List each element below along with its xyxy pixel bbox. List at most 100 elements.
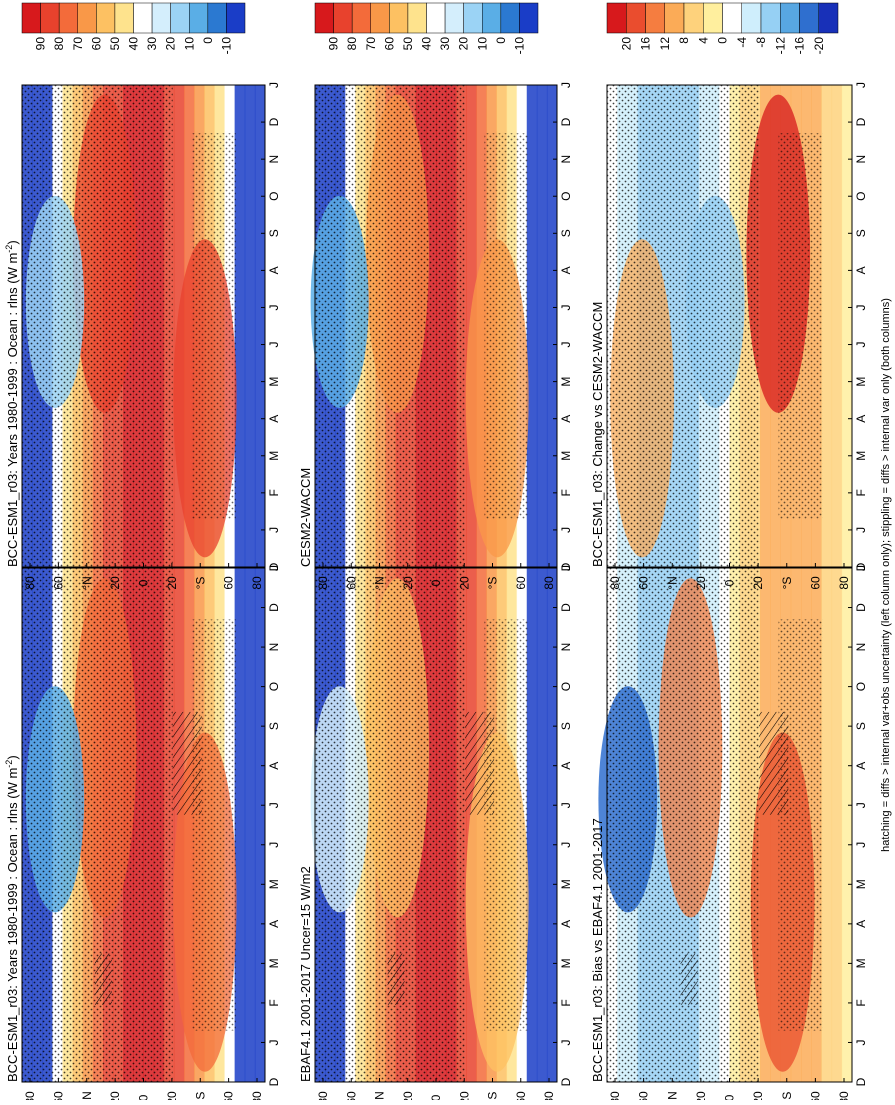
figure-caption: hatching = diffs > internal var+obs unce… xyxy=(880,298,892,852)
y-tick-label: 20 xyxy=(457,1091,471,1100)
y-tick-label: 80 xyxy=(23,576,37,590)
stippling-overlay xyxy=(22,85,173,567)
y-tick-label: 20 xyxy=(694,576,708,590)
x-tick-label: N xyxy=(854,643,868,652)
y-tick-label: 0 xyxy=(723,579,737,586)
colorbar-label: 30 xyxy=(438,37,452,51)
stippling-overlay xyxy=(192,133,236,519)
colorbar-label: 90 xyxy=(327,37,341,51)
x-tick-label: D xyxy=(267,562,281,571)
heatmap-band xyxy=(536,85,548,567)
y-tick-label: 60 xyxy=(51,1091,65,1100)
x-tick-label: D xyxy=(854,562,868,571)
y-tick-label: 80 xyxy=(250,1091,264,1100)
colorbar-swatch xyxy=(170,2,190,34)
y-tick-label: 20 xyxy=(165,576,179,590)
x-tick-label: J xyxy=(854,802,868,808)
y-tick-label: °S xyxy=(193,1092,207,1100)
colorbar-label: 40 xyxy=(127,37,141,51)
x-tick-label: A xyxy=(559,415,573,423)
x-tick-label: M xyxy=(267,377,281,387)
colorbar-swatch xyxy=(133,2,153,34)
y-tick-label: 20 xyxy=(751,576,765,590)
x-tick-label: J xyxy=(267,82,281,88)
x-tick-label: J xyxy=(267,527,281,533)
heatmap-band xyxy=(244,85,256,567)
y-tick-label: 60 xyxy=(514,576,528,590)
colorbar-label: -4 xyxy=(735,37,749,48)
colorbar-label: -12 xyxy=(773,37,787,55)
x-tick-label: F xyxy=(267,489,281,496)
x-tick-label: J xyxy=(854,565,868,571)
y-tick-label: °N xyxy=(80,1091,94,1100)
colorbar-swatch xyxy=(77,2,97,34)
colorbar-label: 30 xyxy=(145,37,159,51)
colorbar-swatch xyxy=(818,2,839,34)
x-tick-label: J xyxy=(267,1039,281,1045)
x-tick-label: A xyxy=(267,762,281,770)
colorbar-swatch xyxy=(189,2,209,34)
y-tick-label: 80 xyxy=(316,576,330,590)
y-tick-label: °N xyxy=(665,1091,679,1100)
panel-right-top: BCC-ESM1_r03: Years 1980-1999 : Ocean : … xyxy=(4,2,281,590)
colorbar-swatch xyxy=(760,2,781,34)
colorbar-label: 50 xyxy=(108,37,122,51)
heatmap-band xyxy=(536,568,548,1082)
x-tick-label: S xyxy=(559,229,573,237)
panel-left-top: BCC-ESM1_r03: Years 1980-1999 : Ocean : … xyxy=(4,379,281,1105)
y-tick-label: 60 xyxy=(344,1091,358,1100)
x-tick-label: J xyxy=(267,304,281,310)
colorbar-label: 0 xyxy=(716,37,730,44)
heatmap-band xyxy=(526,85,538,567)
panel-title-units-sup: -2 xyxy=(4,245,14,253)
y-tick-label: 0 xyxy=(137,579,151,586)
x-tick-label: J xyxy=(559,1039,573,1045)
y-tick-label: 20 xyxy=(108,576,122,590)
x-tick-label: J xyxy=(559,342,573,348)
x-tick-label: J xyxy=(559,527,573,533)
x-tick-label: F xyxy=(559,999,573,1006)
x-tick-label: J xyxy=(267,842,281,848)
y-tick-label: 20 xyxy=(457,576,471,590)
x-tick-label: F xyxy=(854,489,868,496)
x-tick-label: J xyxy=(854,304,868,310)
y-tick-label: 60 xyxy=(51,576,65,590)
y-tick-label: 20 xyxy=(401,1091,415,1100)
y-tick-label: 20 xyxy=(401,576,415,590)
heatmap-band xyxy=(526,568,538,1082)
colorbar-label: 20 xyxy=(457,37,471,51)
y-tick-label: 60 xyxy=(222,576,236,590)
colorbar-swatch xyxy=(463,2,483,34)
panel-title: EBAF4.1 2001-2017 Uncer=15 W/m2 xyxy=(298,866,313,1082)
y-tick-label: 80 xyxy=(542,1091,556,1100)
panel-title-text: BCC-ESM1_r03: Bias vs EBAF4.1 2001-2017 xyxy=(590,818,605,1082)
x-tick-label: O xyxy=(559,192,573,201)
x-tick-label: A xyxy=(854,415,868,423)
heatmap-band xyxy=(546,568,558,1082)
y-tick-label: °N xyxy=(373,576,387,589)
x-tick-label: O xyxy=(267,682,281,691)
x-tick-label: M xyxy=(854,958,868,968)
y-tick-label: °S xyxy=(486,1092,500,1100)
y-tick-label: 20 xyxy=(108,1091,122,1100)
panel-title-units-close: ) xyxy=(5,240,20,244)
y-tick-label: 20 xyxy=(165,1091,179,1100)
colorbar-swatch xyxy=(519,2,539,34)
x-tick-label: A xyxy=(559,266,573,274)
x-tick-label: O xyxy=(854,682,868,691)
x-tick-label: O xyxy=(854,192,868,201)
y-tick-label: °N xyxy=(373,1091,387,1100)
colorbar-swatch xyxy=(40,2,60,34)
colorbar-label: 12 xyxy=(658,37,672,51)
x-tick-label: D xyxy=(559,603,573,612)
colorbar-swatch xyxy=(482,2,502,34)
stippling-overlay xyxy=(484,133,528,519)
colorbar-swatch xyxy=(370,2,390,34)
x-tick-label: D xyxy=(559,1077,573,1086)
panel-title-text: CESM2-WACCM xyxy=(298,468,313,567)
colorbar-swatch xyxy=(226,2,246,34)
colorbar-label: 70 xyxy=(71,37,85,51)
x-tick-label: J xyxy=(559,802,573,808)
stippling-overlay xyxy=(484,619,528,1031)
